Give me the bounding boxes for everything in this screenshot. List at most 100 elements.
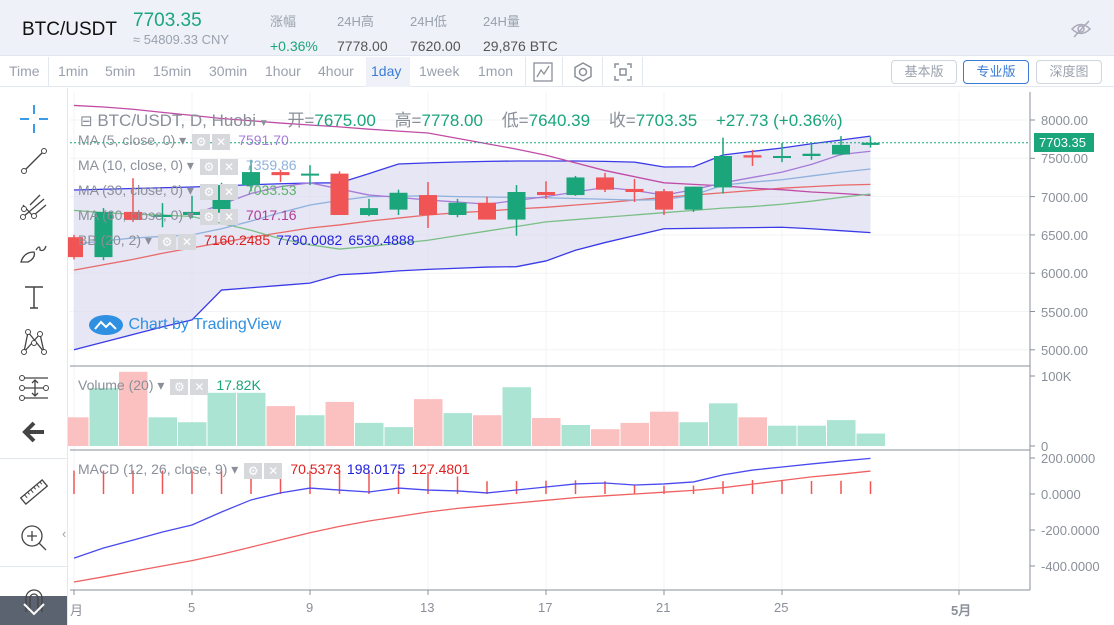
volume-bar <box>296 415 325 446</box>
candle-body <box>153 214 172 217</box>
symbol-title: BTC/USDT, D, Huobi <box>97 111 257 130</box>
price-tick: 7500.00 <box>1041 151 1088 166</box>
ruler-icon[interactable] <box>18 476 50 508</box>
settings-icon[interactable]: ⚙ <box>244 462 263 479</box>
volume-bar <box>620 422 649 446</box>
view-depth-button[interactable]: 深度图 <box>1036 60 1102 84</box>
stat-volume: 24H量 29,876 BTC <box>483 14 558 54</box>
brush-icon[interactable] <box>18 236 50 268</box>
settings-icon[interactable]: ⚙ <box>170 378 189 395</box>
time-tick-label: 5 <box>188 600 196 615</box>
candle-body <box>861 142 880 145</box>
interval-1day[interactable]: 1day <box>366 57 410 87</box>
price-tick: 8000.00 <box>1041 113 1088 128</box>
legend-volume: Volume (20) ▾ ⚙ ✕ 17.82K <box>78 377 261 395</box>
candle-body <box>537 192 555 196</box>
volume-tick: 0 <box>1041 439 1049 454</box>
time-tick-label: 9 <box>306 600 314 615</box>
settings-icon[interactable] <box>573 62 593 82</box>
view-basic-button[interactable]: 基本版 <box>891 60 957 84</box>
volume-bar <box>502 387 531 446</box>
volume-bar <box>827 420 856 446</box>
text-icon[interactable] <box>18 281 50 313</box>
close-icon[interactable]: ✕ <box>212 133 231 150</box>
volume-bar <box>591 429 620 446</box>
stat-high: 24H高 7778.00 <box>337 14 388 54</box>
volume-bar <box>473 415 502 446</box>
price-tick: 7000.00 <box>1041 190 1088 205</box>
time-tick-label: 月 <box>70 603 84 618</box>
settings-icon[interactable]: ⚙ <box>199 158 218 175</box>
interval-5min[interactable]: 5min <box>105 63 136 79</box>
tradingview-watermark[interactable]: Chart by TradingView <box>88 314 281 336</box>
indicator-icon[interactable] <box>533 62 553 82</box>
close-icon[interactable]: ✕ <box>219 183 238 200</box>
pattern-icon[interactable] <box>18 326 50 358</box>
candle-body <box>566 177 585 196</box>
bb-mid-line <box>73 183 871 271</box>
interval-1hour[interactable]: 1hour <box>265 63 301 79</box>
settings-icon[interactable]: ⚙ <box>199 208 218 225</box>
time-tick-label: 17 <box>538 600 553 615</box>
legend-bb: BB (20, 2) ▾ ⚙ ✕ 7160.2485 7790.0082 6530.488… <box>78 232 415 250</box>
magnet-tool-bar[interactable] <box>0 596 67 625</box>
interval-15min[interactable]: 15min <box>153 63 192 79</box>
macd-tick: 0.0000 <box>1041 487 1081 502</box>
candle-body <box>655 191 673 210</box>
close-icon[interactable]: ✕ <box>219 158 238 175</box>
stat-low: 24H低 7620.00 <box>410 14 461 54</box>
interval-1week[interactable]: 1week <box>419 63 460 79</box>
candle-body <box>301 173 319 176</box>
volume-bar <box>679 422 708 446</box>
candle-body <box>242 172 260 186</box>
eye-off-icon[interactable] <box>1070 18 1092 40</box>
candle-body <box>124 211 142 220</box>
screenshot-icon[interactable] <box>613 62 633 82</box>
volume-bar <box>797 425 826 446</box>
crosshair-icon[interactable] <box>18 103 50 135</box>
symbol: BTC/USDT <box>22 19 117 40</box>
zoom-in-icon[interactable] <box>18 522 50 554</box>
candle-body <box>802 153 821 157</box>
interval-1min[interactable]: 1min <box>58 63 89 79</box>
interval-time[interactable]: Time <box>9 63 40 79</box>
settings-icon[interactable]: ⚙ <box>199 183 218 200</box>
interval-4hour[interactable]: 4hour <box>318 63 354 79</box>
candle-body <box>94 211 113 258</box>
chart-canvas[interactable] <box>68 88 1114 625</box>
close-icon[interactable]: ✕ <box>190 378 209 395</box>
settings-icon[interactable]: ⚙ <box>192 133 211 150</box>
back-arrow-icon[interactable] <box>18 416 50 448</box>
collapse-legend-icon: ⊟ <box>80 113 93 130</box>
settings-icon[interactable]: ⚙ <box>157 233 176 250</box>
close-icon[interactable]: ✕ <box>177 233 196 250</box>
chart-legend-title: ⊟ BTC/USDT, D, Huobi ▼ 开=7675.00 高=7778.… <box>80 111 843 130</box>
view-pro-button[interactable]: 专业版 <box>963 60 1029 84</box>
collapse-sidebar-button[interactable]: ‹ <box>62 526 67 541</box>
legend-ma30: MA (30, close, 0) ▾ ⚙ ✕ 7033.53 <box>78 182 297 200</box>
volume-bar <box>384 427 413 446</box>
close-icon[interactable]: ✕ <box>264 462 283 479</box>
candle-body <box>448 202 467 215</box>
ma60-line <box>73 104 871 196</box>
pitchfork-icon[interactable] <box>18 191 50 223</box>
price-tick: 6500.00 <box>1041 228 1088 243</box>
candle-body <box>183 211 201 215</box>
volume-bar <box>709 403 738 446</box>
interval-1mon[interactable]: 1mon <box>478 63 514 79</box>
volume-bar <box>414 399 443 446</box>
candle-body <box>478 202 496 220</box>
magnet-icon[interactable] <box>18 584 50 616</box>
legend-ma60: MA (60, close, 0) ▾ ⚙ ✕ 7017.16 <box>78 207 297 225</box>
volume-bar <box>207 392 236 446</box>
measure-icon[interactable] <box>18 372 50 404</box>
volume-bar <box>768 425 797 446</box>
price-tick: 6000.00 <box>1041 266 1088 281</box>
trend-line-icon[interactable] <box>18 145 50 177</box>
header: BTC/USDT 7703.35 ≈ 54809.33 CNY 涨幅 +0.36%… <box>0 0 1114 56</box>
interval-30min[interactable]: 30min <box>209 63 248 79</box>
close-icon[interactable]: ✕ <box>219 208 238 225</box>
volume-bar <box>532 418 561 446</box>
macd-tick: -400.0000 <box>1041 559 1100 574</box>
interval-toolbar: Time 1min 5min 15min 30min 1hour 4hour 1… <box>0 57 1114 87</box>
